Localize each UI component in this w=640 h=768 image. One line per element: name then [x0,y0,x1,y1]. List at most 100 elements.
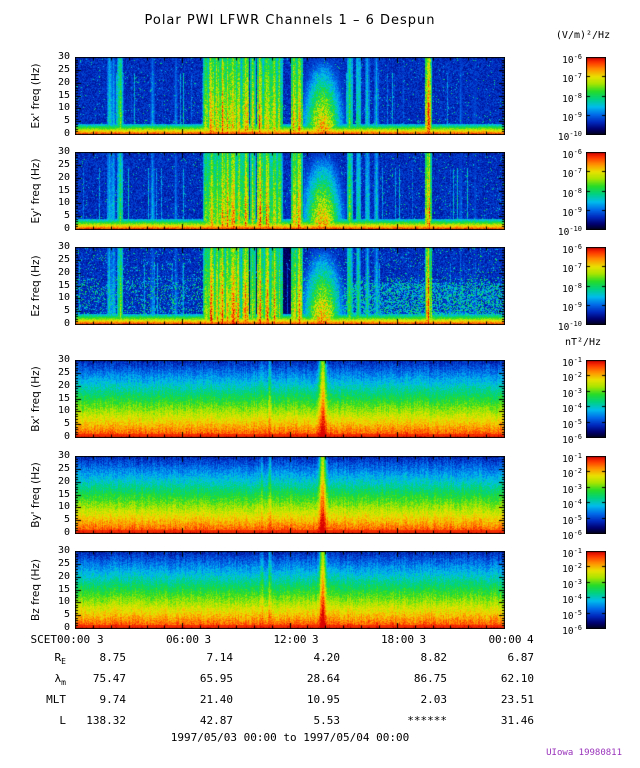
colorbar-by [586,456,606,534]
colorbar-tick-label: 10-10 [557,130,582,144]
spectrogram-ex [75,57,505,135]
y-tick-label: 5 [63,418,70,430]
time-range-footer: 1997/05/03 00:00 to 1997/05/04 00:00 [170,731,410,744]
x-tick-time: 12:00 [273,633,307,646]
ephemeris-value: 62.10 [500,672,534,685]
electric-units-label: (V/m)²/Hz [555,30,611,41]
y-tick-label: 5 [63,210,70,222]
ephemeris-value: 9.74 [99,693,127,706]
colorbar-tick-label: 10-6 [562,529,582,543]
colorbar-tick-label: 10-2 [562,467,582,481]
magnetic-units-label: nT²/Hz [564,337,602,348]
ephemeris-value: 8.75 [99,651,127,664]
y-axis-label-by: By' freq (Hz) [30,462,42,528]
x-tick-time: 00:00 [488,633,522,646]
y-tick-label: 30 [57,241,70,252]
colorbar-ex [586,57,606,135]
x-tick-time: 18:00 [380,633,415,646]
y-tick-label: 30 [57,450,70,461]
ephemeris-value: 28.64 [306,672,340,685]
x-tick-day: 4 [527,633,534,646]
y-tick-label: 5 [63,514,70,526]
ephemeris-row-label: MLT [46,693,66,706]
y-tick-label: 0 [63,527,70,538]
x-tick-time: 00:00 [57,633,91,646]
colorbar-tick-label: 10-2 [562,562,582,576]
ephemeris-value: 6.87 [507,651,535,664]
y-tick-label: 20 [57,76,70,88]
y-tick-label: 5 [63,609,70,621]
y-tick-label: 25 [57,462,70,474]
spectrogram-by [75,456,505,534]
y-tick-label: 30 [57,545,70,556]
chart-title: Polar PWI LFWR Channels 1 – 6 Despun [144,13,436,28]
colorbar-tick-label: 10-8 [562,281,582,295]
y-tick-label: 20 [57,266,70,278]
colorbar-tick-label: 10-9 [562,110,582,124]
ephemeris-row-label: RE [54,651,66,667]
ephemeris-value: ****** [407,714,447,727]
colorbar-tick-label: 10-6 [562,243,582,257]
ephemeris-value: 86.75 [413,672,447,685]
x-tick-time: 06:00 [165,633,200,646]
colorbar-tick-label: 10-1 [562,547,582,561]
colorbar-bz [586,551,606,629]
y-tick-label: 15 [57,583,70,595]
colorbar-tick-label: 10-5 [562,513,582,527]
ephemeris-value: 42.87 [199,714,233,727]
ephemeris-value: 2.03 [420,693,448,706]
x-tick-day: 3 [204,633,212,646]
colorbar-tick-label: 10-9 [562,300,582,314]
x-tick-day: 3 [312,633,319,646]
y-tick-label: 15 [57,392,70,404]
colorbar-tick-label: 10-3 [562,386,582,400]
y-tick-label: 0 [63,318,70,329]
colorbar-bx [586,360,606,438]
colorbar-tick-label: 10-7 [562,167,582,181]
ephemeris-value: 23.51 [500,693,534,706]
colorbar-ey [586,152,606,230]
credit-label: UIowa 19980811 [546,748,622,758]
y-tick-label: 10 [57,197,70,209]
ephemeris-value: 7.14 [206,651,234,664]
colorbar-tick-label: 10-1 [562,452,582,466]
y-tick-label: 25 [57,63,70,75]
ephemeris-row-label: λm [54,672,66,688]
y-tick-label: 10 [57,405,70,417]
y-tick-label: 20 [57,570,70,582]
y-tick-label: 5 [63,305,70,317]
y-tick-label: 0 [63,223,70,234]
ephemeris-value: 8.82 [420,651,448,664]
colorbar-tick-label: 10-10 [557,225,582,239]
y-axis-label-bx: Bx' freq (Hz) [30,366,42,432]
ephemeris-value: 10.95 [306,693,340,706]
colorbar-tick-label: 10-2 [562,371,582,385]
ephemeris-value: 138.32 [86,714,126,727]
x-tick-day: 3 [419,633,427,646]
y-tick-label: 15 [57,89,70,101]
colorbar-tick-label: 10-6 [562,624,582,638]
colorbar-tick-label: 10-6 [562,148,582,162]
colorbar-tick-label: 10-7 [562,72,582,86]
y-tick-label: 15 [57,279,70,291]
y-tick-label: 20 [57,379,70,391]
spectrogram-ey [75,152,505,230]
y-tick-label: 20 [57,475,70,487]
colorbar-tick-label: 10-5 [562,417,582,431]
spectrogram-bx [75,360,505,438]
y-axis-label-bz: Bz freq (Hz) [30,559,42,621]
y-tick-label: 10 [57,292,70,304]
colorbar-tick-label: 10-7 [562,262,582,276]
y-tick-label: 20 [57,171,70,183]
y-tick-label: 25 [57,158,70,170]
colorbar-tick-label: 10-8 [562,186,582,200]
colorbar-tick-label: 10-3 [562,482,582,496]
y-tick-label: 30 [57,51,70,62]
y-tick-label: 25 [57,253,70,265]
y-axis-label-ey: Ey' freq (Hz) [30,158,42,224]
y-axis-label-ex: Ex' freq (Hz) [30,63,42,129]
ephemeris-value: 65.95 [199,672,233,685]
colorbar-tick-label: 10-1 [562,356,582,370]
colorbar-tick-label: 10-4 [562,498,582,512]
